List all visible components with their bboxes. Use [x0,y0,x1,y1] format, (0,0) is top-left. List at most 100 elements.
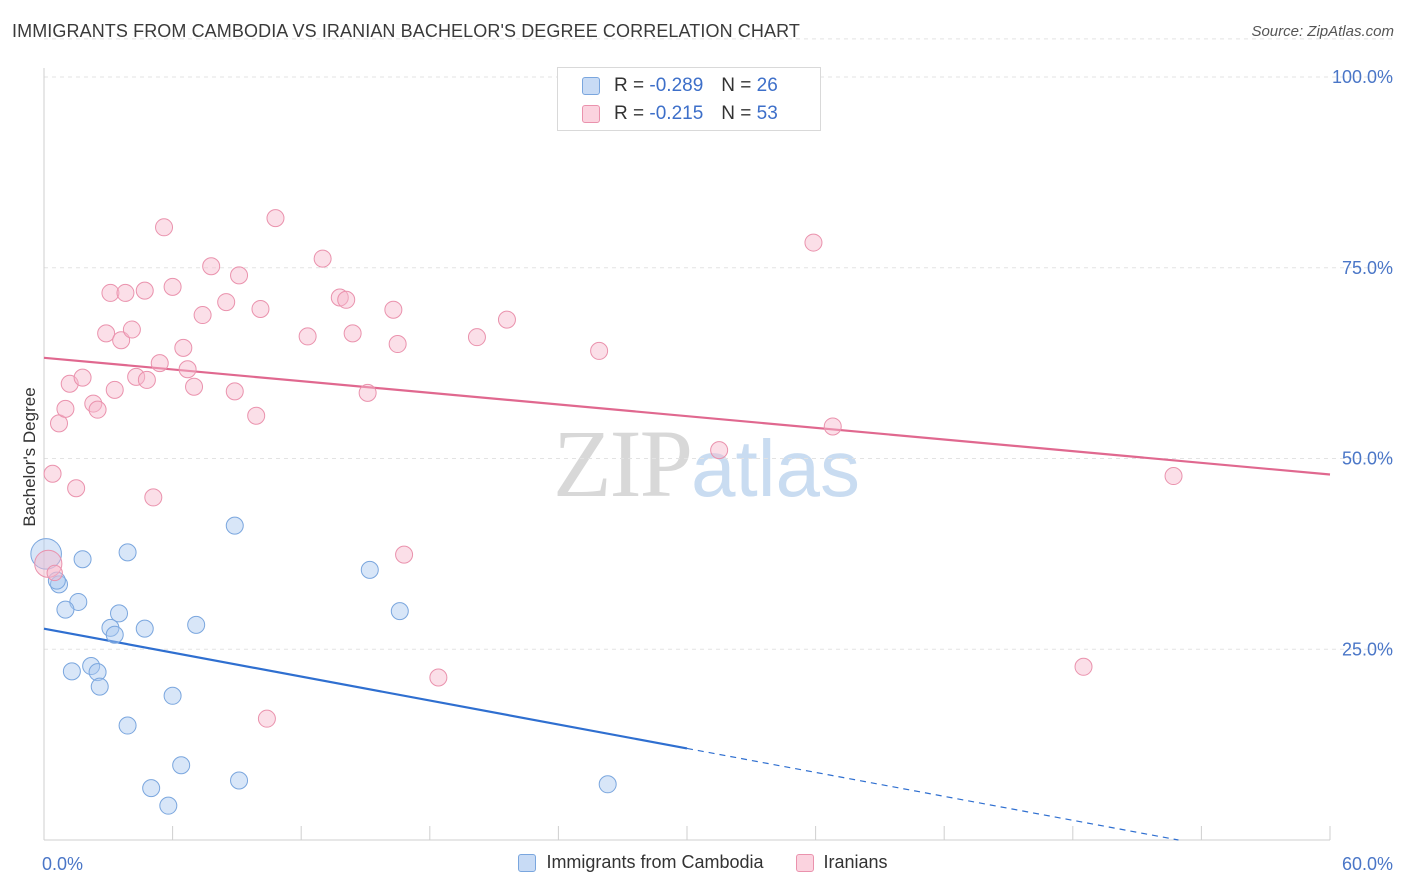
y-axis-title: Bachelor's Degree [20,387,39,526]
y-tick-label: 100.0% [1332,67,1393,87]
point-cambodia [88,663,107,682]
series-legend: Immigrants from Cambodia Iranians [0,852,1406,873]
point-cambodia [73,550,92,569]
point-iranians [174,338,193,357]
point-iranians [155,218,174,237]
legend-n-label: N = [721,103,752,124]
point-iranians [343,324,362,343]
legend-item-iranians: Iranians [795,852,888,873]
y-tick-label: 25.0% [1342,639,1393,659]
point-iranians [67,479,86,498]
legend-label-iranians: Iranians [823,852,888,872]
point-iranians [127,367,146,386]
point-iranians [1074,657,1093,676]
legend-r-label: R = [614,75,645,96]
point-iranians [135,281,154,300]
legend-r-label: R = [614,103,645,124]
point-iranians [395,545,414,564]
watermark: ZIPatlas [553,408,860,519]
point-iranians [266,209,285,228]
point-cambodia [62,662,81,681]
point-iranians [251,299,270,318]
legend-n-value: 53 [756,103,778,124]
point-iranians [467,328,486,347]
point-cambodia [118,716,137,735]
point-iranians [497,310,516,329]
point-iranians [73,368,92,387]
point-iranians [217,293,236,312]
point-iranians [112,331,131,350]
point-iranians [298,327,317,346]
x-tick-label: 60.0% [1342,854,1393,874]
point-cambodia [598,775,617,794]
point-iranians [337,290,356,309]
point-cambodia [30,538,62,570]
point-iranians [710,441,729,460]
point-iranians [163,277,182,296]
source-label: Source: ZipAtlas.com [1251,23,1394,40]
point-iranians [185,377,204,396]
legend-r-value: -0.289 [649,75,704,96]
legend-row-cambodia: R = -0.289 N = 26 [582,74,778,98]
legend-label-cambodia: Immigrants from Cambodia [546,852,764,872]
point-iranians [46,564,63,582]
point-iranians [122,320,141,339]
chart-title: IMMIGRANTS FROM CAMBODIA VS IRANIAN BACH… [12,21,800,41]
legend-r-value: -0.215 [649,103,704,124]
point-iranians [388,335,407,354]
point-cambodia [159,796,178,815]
legend-swatch-cambodia [582,77,600,95]
point-cambodia [118,543,137,562]
legend-n-value: 26 [756,75,778,96]
point-cambodia [225,516,244,535]
point-iranians [105,380,124,399]
trend-extension-cambodia [686,747,1179,841]
point-iranians [358,383,377,402]
point-iranians [193,306,212,325]
point-cambodia [110,604,129,623]
watermark-atlas: atlas [691,424,860,513]
point-iranians [804,233,823,252]
stats-legend: R = -0.289 N = 26 R = -0.215 N = 53 [557,67,821,131]
axes [43,68,1331,841]
trend-line-iranians [43,356,1331,476]
point-iranians [97,324,116,343]
point-iranians [144,488,163,507]
point-iranians [150,354,169,373]
y-tick-label: 50.0% [1342,449,1393,469]
point-iranians [116,283,135,302]
point-iranians [1164,467,1183,486]
point-cambodia [105,625,124,644]
legend-swatch-iranians [795,853,814,872]
watermark-zip: ZIP [553,410,693,517]
point-cambodia [90,677,109,696]
y-tick-label: 75.0% [1342,258,1393,278]
x-tick-label: 0.0% [42,854,83,874]
point-iranians [137,370,156,389]
point-cambodia [390,602,409,621]
trend-line-cambodia [43,627,688,750]
point-iranians [823,417,842,436]
point-iranians [202,257,221,276]
point-cambodia [163,686,182,705]
point-iranians [384,300,403,319]
point-cambodia [142,779,161,798]
point-iranians [257,709,276,728]
point-iranians [429,668,448,687]
legend-n-label: N = [721,75,752,96]
point-iranians [225,382,244,401]
legend-swatch-iranians [582,105,600,123]
tick-labels: 25.0% 50.0% 75.0% 100.0% 0.0% 60.0% [42,67,1393,874]
point-cambodia [56,600,75,619]
point-iranians [230,266,249,285]
point-cambodia [187,615,206,634]
point-cambodia [230,771,249,790]
legend-item-cambodia: Immigrants from Cambodia [518,852,764,873]
data-points [30,209,1183,815]
point-iranians [590,341,609,360]
point-iranians [43,464,62,483]
point-cambodia [172,756,191,775]
legend-swatch-cambodia [518,853,537,872]
point-cambodia [360,560,379,579]
